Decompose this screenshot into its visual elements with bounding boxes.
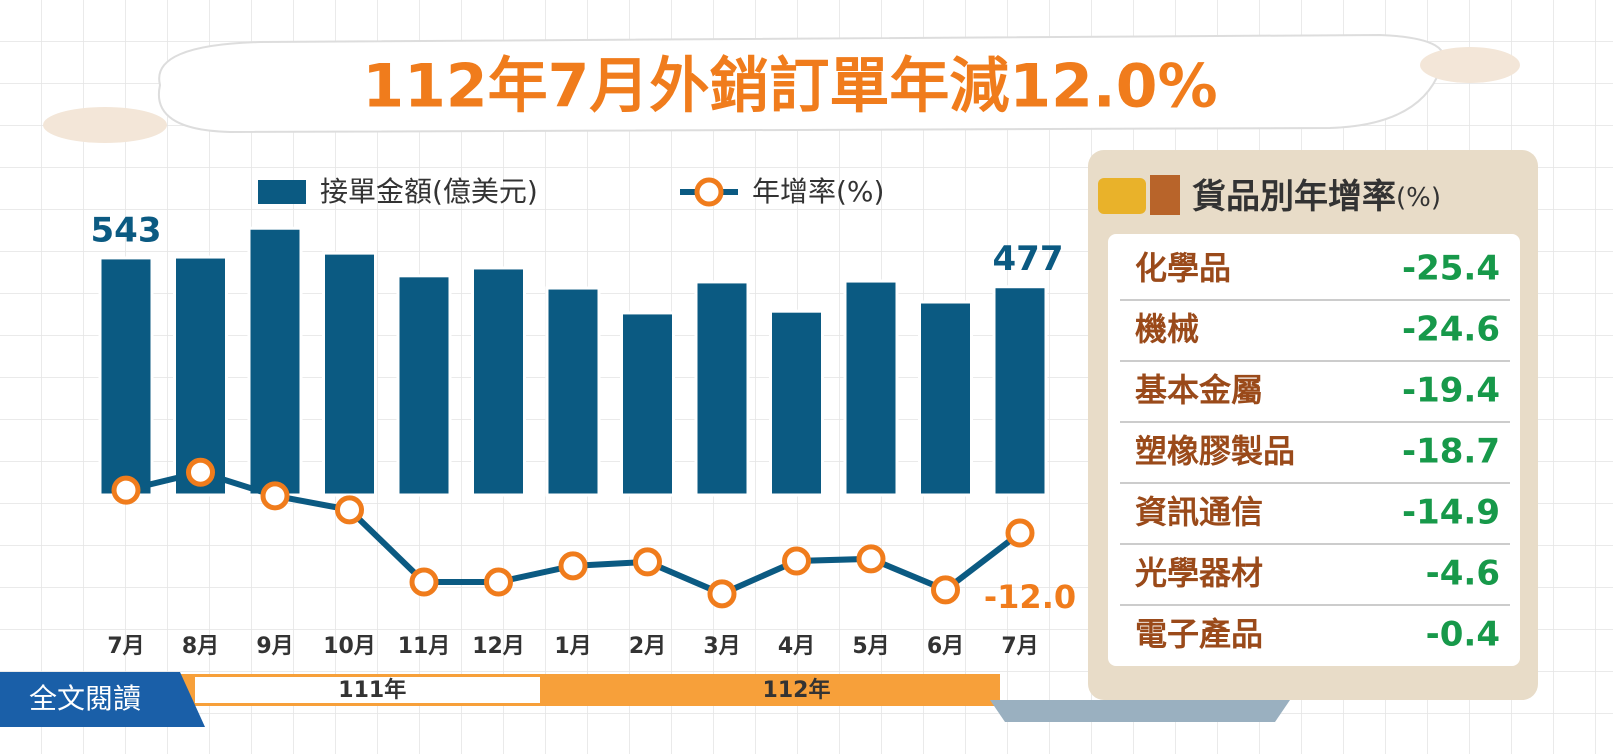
goods-name: 光學器材	[1135, 554, 1263, 592]
goods-value: -19.4	[1402, 371, 1500, 411]
x-tick-label: 1月	[554, 634, 591, 659]
x-tick-label: 10月	[323, 634, 376, 659]
bar	[322, 251, 377, 497]
bar-value-label: 477	[993, 239, 1064, 279]
x-tick-label: 3月	[703, 634, 740, 659]
bar	[471, 266, 526, 497]
title: 112年7月外銷訂單年減12.0%	[362, 52, 1217, 122]
year-strip-111	[195, 677, 540, 703]
line-marker	[186, 457, 215, 487]
year-label: 111年	[338, 677, 406, 703]
bar	[918, 300, 973, 497]
x-tick-label: 7月	[1001, 634, 1038, 659]
bar	[694, 280, 750, 497]
line-marker	[633, 547, 662, 577]
x-tick-label: 5月	[852, 634, 889, 659]
bar	[247, 226, 303, 497]
goods-table	[1108, 234, 1520, 666]
bar	[396, 274, 452, 497]
goods-value: -14.9	[1402, 493, 1500, 533]
legend-swatch	[258, 180, 306, 204]
line-marker	[260, 481, 290, 511]
bar	[98, 256, 154, 497]
legend-label: 接單金額(億美元)	[320, 175, 538, 208]
line-marker	[335, 495, 364, 525]
goods-name: 基本金屬	[1135, 371, 1263, 409]
bar	[620, 311, 675, 497]
bar	[769, 309, 824, 497]
line-marker	[558, 551, 588, 581]
line-marker	[111, 475, 141, 505]
bar-value-label: 543	[91, 210, 162, 250]
x-tick-label: 11月	[398, 634, 451, 659]
cloud	[43, 107, 167, 143]
x-tick-label: 4月	[778, 634, 815, 659]
read-button-label[interactable]: 全文閱讀	[29, 682, 141, 715]
x-tick-label: 7月	[107, 634, 144, 659]
goods-unit: (%)	[1396, 183, 1441, 213]
bar	[545, 286, 601, 497]
goods-name: 機械	[1135, 310, 1199, 348]
crate-icon	[1150, 175, 1180, 215]
line-marker	[782, 546, 811, 576]
line-marker	[409, 567, 439, 597]
ship	[990, 700, 1290, 722]
goods-name: 化學品	[1135, 249, 1231, 287]
cloud	[1420, 47, 1520, 83]
read-button[interactable]	[0, 672, 205, 727]
year-label: 112年	[763, 677, 831, 703]
goods-value: -24.6	[1402, 310, 1500, 350]
goods-value: -18.7	[1402, 432, 1500, 472]
goods-value: -4.6	[1426, 554, 1500, 594]
goods-title-text: 貨品別年增率	[1192, 177, 1396, 217]
goods-title: 貨品別年增率(%)	[1192, 177, 1441, 217]
x-tick-label: 9月	[256, 634, 293, 659]
goods-name: 資訊通信	[1135, 493, 1263, 531]
goods-name: 塑橡膠製品	[1135, 432, 1295, 470]
line-value-label: -12.0	[984, 578, 1076, 616]
x-tick-label: 8月	[182, 634, 219, 659]
legend-marker	[694, 177, 724, 207]
x-tick-label: 6月	[927, 634, 964, 659]
line-marker	[484, 567, 513, 597]
goods-name: 電子產品	[1135, 615, 1263, 653]
line-marker	[931, 575, 960, 605]
forklift-icon	[1098, 178, 1146, 214]
line-marker	[1005, 518, 1035, 548]
legend-label: 年增率(%)	[752, 175, 884, 208]
bar	[843, 279, 899, 497]
bar	[173, 255, 228, 497]
x-tick-label: 12月	[472, 634, 525, 659]
goods-value: -25.4	[1402, 249, 1500, 289]
x-tick-label: 2月	[629, 634, 666, 659]
bar	[992, 285, 1048, 497]
line-marker	[707, 579, 737, 609]
line-marker	[856, 544, 886, 574]
goods-value: -0.4	[1426, 615, 1500, 655]
